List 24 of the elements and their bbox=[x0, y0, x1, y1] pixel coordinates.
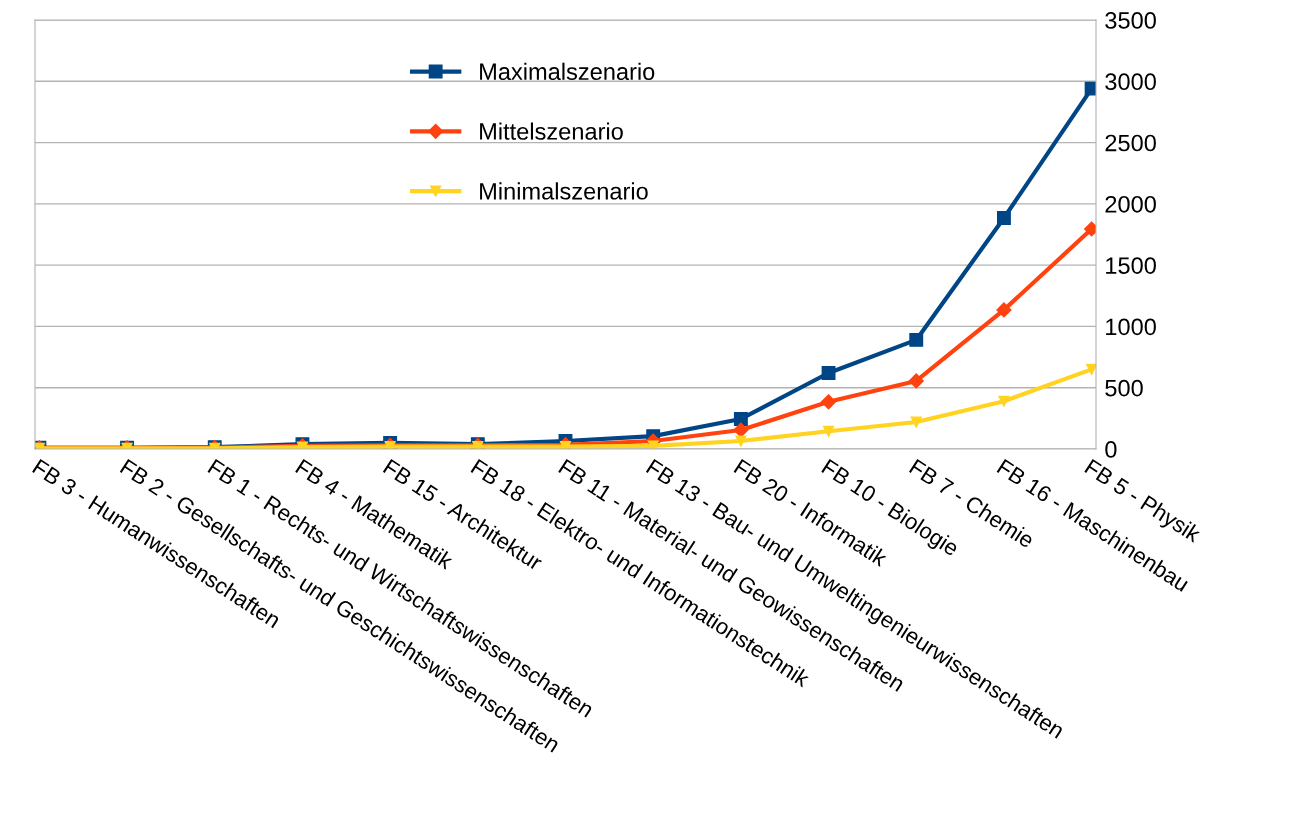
point bbox=[908, 373, 924, 389]
point bbox=[820, 394, 837, 410]
point bbox=[733, 412, 748, 426]
point bbox=[998, 395, 1010, 407]
legend-label: Maximalszenario bbox=[480, 62, 655, 81]
point bbox=[823, 425, 835, 437]
y-tick-label: 1000 bbox=[1106, 318, 1156, 336]
y-tick-label: 3500 bbox=[1105, 12, 1156, 29]
point bbox=[996, 302, 1012, 318]
point bbox=[996, 211, 1011, 225]
point bbox=[1086, 363, 1096, 375]
point bbox=[910, 416, 922, 428]
point bbox=[735, 435, 747, 447]
point bbox=[647, 440, 659, 449]
y-tick-label: 0 bbox=[1105, 441, 1117, 458]
legend-label: Minimalszenario bbox=[480, 182, 648, 200]
point bbox=[909, 332, 924, 347]
y-tick-label: 3000 bbox=[1105, 73, 1156, 91]
y-tick-label: 1500 bbox=[1106, 257, 1156, 274]
y-tick-label: 500 bbox=[1105, 379, 1143, 397]
y-tick-label: 2500 bbox=[1105, 134, 1156, 152]
y-tick-label: 2000 bbox=[1105, 195, 1156, 213]
point bbox=[821, 366, 836, 380]
legend-label: Mittelszenario bbox=[480, 122, 623, 140]
